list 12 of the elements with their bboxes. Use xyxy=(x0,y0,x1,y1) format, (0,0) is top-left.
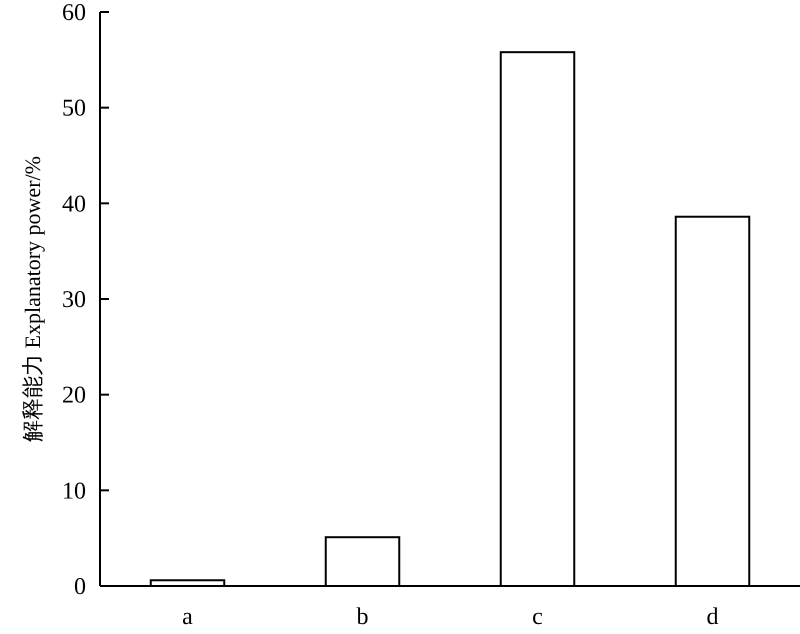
x-tick-label: b xyxy=(356,604,368,630)
y-tick-label: 50 xyxy=(62,96,86,122)
y-tick-label: 0 xyxy=(74,574,86,600)
y-tick-label: 20 xyxy=(62,382,86,409)
y-tick-label: 30 xyxy=(62,287,86,313)
y-tick-label: 10 xyxy=(62,478,86,504)
x-tick-label: d xyxy=(706,604,718,630)
y-tick-label: 60 xyxy=(62,0,86,26)
y-tick-label: 40 xyxy=(62,191,86,218)
x-tick-label: c xyxy=(532,604,543,630)
x-tick-label: a xyxy=(182,604,194,630)
y-axis-title: 解释能力 Explanatory power/% xyxy=(20,156,45,442)
